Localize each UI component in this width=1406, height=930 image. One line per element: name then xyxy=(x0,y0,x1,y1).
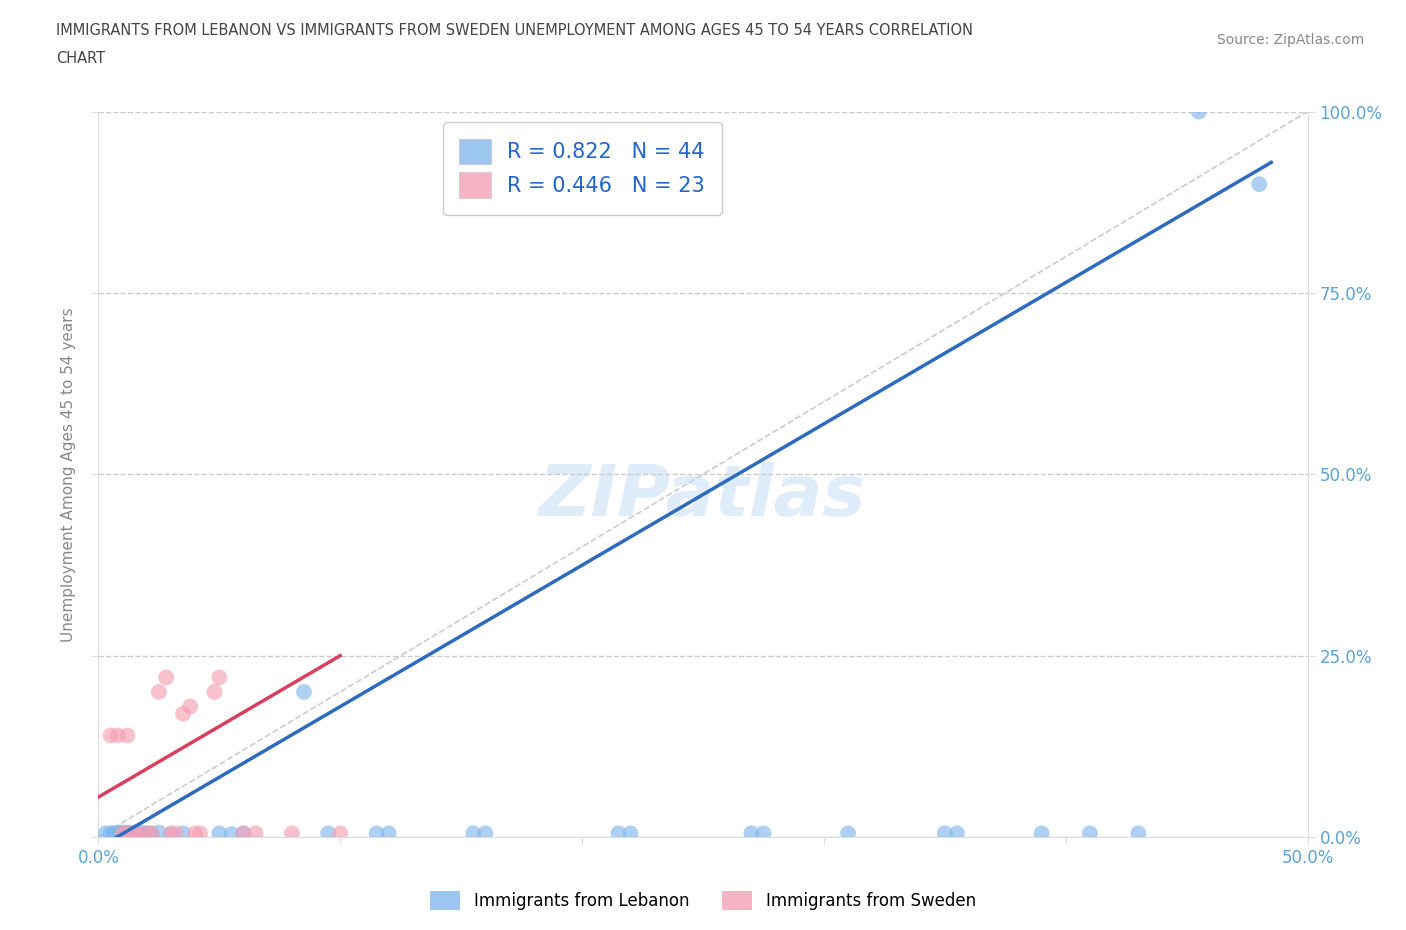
Text: IMMIGRANTS FROM LEBANON VS IMMIGRANTS FROM SWEDEN UNEMPLOYMENT AMONG AGES 45 TO : IMMIGRANTS FROM LEBANON VS IMMIGRANTS FR… xyxy=(56,23,973,38)
Point xyxy=(117,827,139,842)
Point xyxy=(117,825,139,840)
Point xyxy=(463,826,485,841)
Point xyxy=(117,826,139,841)
Point xyxy=(946,826,969,841)
Point xyxy=(292,684,315,699)
Point xyxy=(165,826,187,841)
Point xyxy=(141,826,163,841)
Point xyxy=(221,827,243,842)
Point xyxy=(160,826,183,841)
Point xyxy=(366,826,388,841)
Point xyxy=(172,706,194,721)
Point xyxy=(1031,826,1053,841)
Point xyxy=(172,826,194,841)
Point xyxy=(208,826,231,841)
Point xyxy=(329,826,352,841)
Point xyxy=(148,825,170,840)
Point xyxy=(474,826,496,841)
Point xyxy=(100,826,122,841)
Point xyxy=(117,728,139,743)
Point xyxy=(118,826,141,841)
Point xyxy=(1128,826,1150,841)
Point xyxy=(101,826,124,841)
Point xyxy=(377,826,399,841)
Point xyxy=(108,827,131,842)
Point xyxy=(1249,177,1271,192)
Point xyxy=(740,826,762,841)
Point xyxy=(160,827,183,842)
Point xyxy=(619,826,641,841)
Point xyxy=(111,826,134,841)
Point xyxy=(837,826,859,841)
Point xyxy=(135,826,157,841)
Point xyxy=(124,825,146,840)
Point xyxy=(104,828,127,843)
Point xyxy=(184,826,207,841)
Point xyxy=(107,825,129,840)
Point xyxy=(188,826,211,841)
Point xyxy=(281,826,304,841)
Point xyxy=(1078,826,1101,841)
Point xyxy=(316,826,339,841)
Legend: R = 0.822   N = 44, R = 0.446   N = 23: R = 0.822 N = 44, R = 0.446 N = 23 xyxy=(443,122,721,215)
Point xyxy=(148,684,170,699)
Point xyxy=(127,826,149,841)
Point xyxy=(155,670,177,684)
Point xyxy=(111,825,134,840)
Point xyxy=(232,826,254,841)
Point xyxy=(131,825,153,840)
Point xyxy=(100,728,122,743)
Point xyxy=(204,684,226,699)
Point xyxy=(607,826,630,841)
Text: CHART: CHART xyxy=(56,51,105,66)
Point xyxy=(94,826,117,841)
Text: Source: ZipAtlas.com: Source: ZipAtlas.com xyxy=(1216,33,1364,46)
Y-axis label: Unemployment Among Ages 45 to 54 years: Unemployment Among Ages 45 to 54 years xyxy=(60,307,76,642)
Legend: Immigrants from Lebanon, Immigrants from Sweden: Immigrants from Lebanon, Immigrants from… xyxy=(423,884,983,917)
Point xyxy=(111,826,134,841)
Text: ZIPatlas: ZIPatlas xyxy=(540,461,866,530)
Point xyxy=(1188,104,1211,119)
Point xyxy=(135,826,157,841)
Point xyxy=(232,826,254,841)
Point xyxy=(208,670,231,684)
Point xyxy=(121,826,143,841)
Point xyxy=(128,827,150,842)
Point xyxy=(141,826,163,841)
Point xyxy=(111,827,134,842)
Point xyxy=(245,826,267,841)
Point xyxy=(124,826,146,841)
Point xyxy=(127,826,149,841)
Point xyxy=(107,828,129,843)
Point xyxy=(934,826,956,841)
Point xyxy=(179,699,201,714)
Point xyxy=(752,826,775,841)
Point xyxy=(107,728,129,743)
